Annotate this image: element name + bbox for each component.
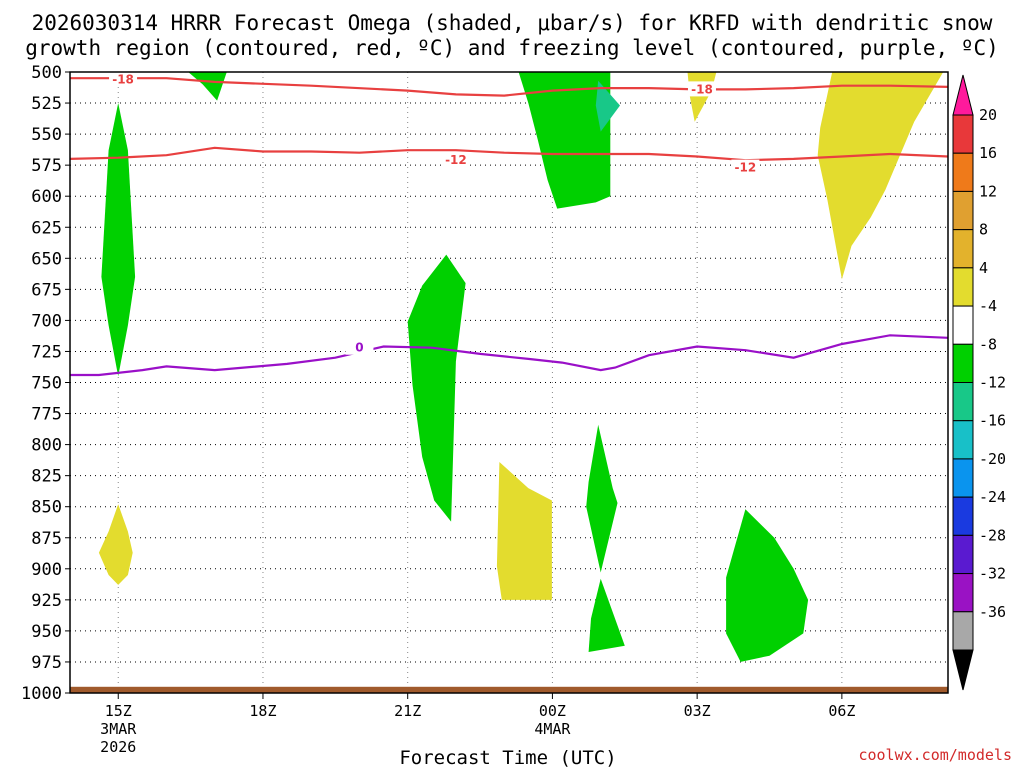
colorbar-swatch: [952, 573, 974, 613]
colorbar-label: 16: [979, 144, 997, 162]
colorbar-label: 12: [979, 182, 997, 200]
y-tick-label: 850: [31, 498, 62, 518]
y-tick-label: 975: [31, 653, 62, 673]
colorbar-label: -12: [979, 374, 1006, 392]
colorbar-swatch: [952, 420, 974, 460]
x-axis-label: Forecast Time (UTC): [399, 747, 616, 768]
y-tick-label: 925: [31, 591, 62, 611]
dgz-minus18-line: [70, 77, 949, 97]
dgz-minus18-label: -18: [112, 72, 134, 86]
chart-title-line2: growth region (contoured, red, ºC) and f…: [25, 36, 999, 60]
y-tick-label: 775: [31, 405, 62, 425]
colorbar-label: -16: [979, 412, 1006, 430]
omega-green-a: [101, 103, 136, 377]
colorbar-label: -28: [979, 526, 1006, 544]
colorbar-swatch: [952, 382, 974, 422]
x-tick-year: 2026: [100, 738, 136, 756]
colorbar-label: -4: [979, 297, 997, 315]
colorbar-bottom-arrow: [952, 649, 974, 691]
freezing-level-line: [70, 334, 949, 377]
y-tick-label: 875: [31, 529, 62, 549]
omega-green-f: [588, 578, 625, 652]
dgz-minus12-label: -12: [735, 161, 757, 175]
terrain: [70, 686, 948, 693]
colorbar-label: 8: [979, 221, 988, 239]
x-tick-label: 18Z: [249, 702, 276, 720]
colorbar-label: -8: [979, 335, 997, 353]
colorbar-swatch: [952, 611, 974, 651]
y-tick-label: 675: [31, 280, 62, 300]
y-tick-label: 1000: [21, 684, 62, 704]
omega-yellow-b: [496, 462, 552, 600]
dgz-minus18-label-bg: [109, 71, 138, 87]
colorbar: 20 16 12 8 4 -4 -8 -12 -16 -20 -24 -28 -32 -36: [952, 74, 1006, 691]
omega-yellow-d: [817, 72, 944, 280]
y-tick-label: 750: [31, 374, 62, 394]
x-tick-label: 15Z: [105, 702, 132, 720]
omega-teal-a: [595, 80, 620, 132]
omega-green-g: [726, 509, 809, 662]
omega-yellow-a: [98, 504, 133, 585]
y-tick-label: 650: [31, 249, 62, 269]
x-tick-label: 06Z: [828, 702, 855, 720]
dgz-minus12-label: -12: [445, 153, 467, 167]
colorbar-swatch: [952, 534, 974, 575]
y-tick-label: 700: [31, 311, 62, 331]
colorbar-swatch: [952, 343, 974, 383]
dgz-minus18-label-bg: [687, 81, 716, 97]
colorbar-swatch: [952, 458, 974, 498]
plot-area: [70, 72, 948, 693]
colorbar-label: 20: [979, 106, 997, 124]
contour-layer: -18 -18 -12 -12 0: [69, 71, 949, 377]
colorbar-swatch: [952, 305, 974, 345]
colorbar-swatch: [952, 496, 974, 536]
axes-layer: 500 525 550 575 600 625 650 675 700 725 750 775 800 8…: [21, 63, 949, 756]
omega-green-d: [518, 72, 611, 209]
y-tick-label: 550: [31, 125, 62, 145]
colorbar-label: 4: [979, 259, 988, 277]
y-tick-label: 625: [31, 218, 62, 238]
chart-title-line1: 2026030314 HRRR Forecast Omega (shaded, …: [32, 11, 993, 35]
y-tick-label: 825: [31, 467, 62, 487]
x-tick-date: 4MAR: [534, 720, 571, 738]
y-tick-label: 950: [31, 622, 62, 642]
dgz-minus18-label: -18: [691, 82, 713, 96]
colorbar-label: -24: [979, 488, 1006, 506]
colorbar-label: -36: [979, 603, 1006, 621]
colorbar-swatch: [952, 152, 974, 192]
omega-green-b: [188, 72, 227, 101]
colorbar-top-arrow: [952, 74, 974, 116]
freezing-level-label: 0: [355, 341, 363, 355]
omega-green-e: [586, 424, 618, 573]
y-tick-label: 725: [31, 342, 62, 362]
x-tick-label: 03Z: [684, 702, 711, 720]
x-tick-date: 3MAR: [100, 720, 137, 738]
colorbar-swatch: [952, 267, 974, 307]
colorbar-swatch: [952, 190, 974, 231]
colorbar-label: -32: [979, 565, 1006, 583]
dgz-minus12-label-bg: [441, 152, 470, 168]
credit-text: coolwx.com/models: [858, 746, 1012, 764]
y-tick-label: 800: [31, 436, 62, 456]
colorbar-swatch: [952, 229, 974, 269]
x-tick-label: 21Z: [394, 702, 421, 720]
y-tick-label: 575: [31, 156, 62, 176]
dgz-minus12-line: [69, 146, 949, 162]
freezing-level-label-bg: [345, 339, 374, 355]
x-tick-label: 00Z: [539, 702, 566, 720]
y-tick-label: 525: [31, 94, 62, 114]
colorbar-label: -20: [979, 450, 1006, 468]
y-tick-label: 900: [31, 560, 62, 580]
omega-green-c: [407, 254, 466, 522]
y-tick-label: 600: [31, 187, 62, 207]
dgz-minus12-label-bg: [731, 159, 760, 175]
y-tick-label: 500: [31, 63, 62, 83]
colorbar-swatch: [952, 114, 974, 154]
